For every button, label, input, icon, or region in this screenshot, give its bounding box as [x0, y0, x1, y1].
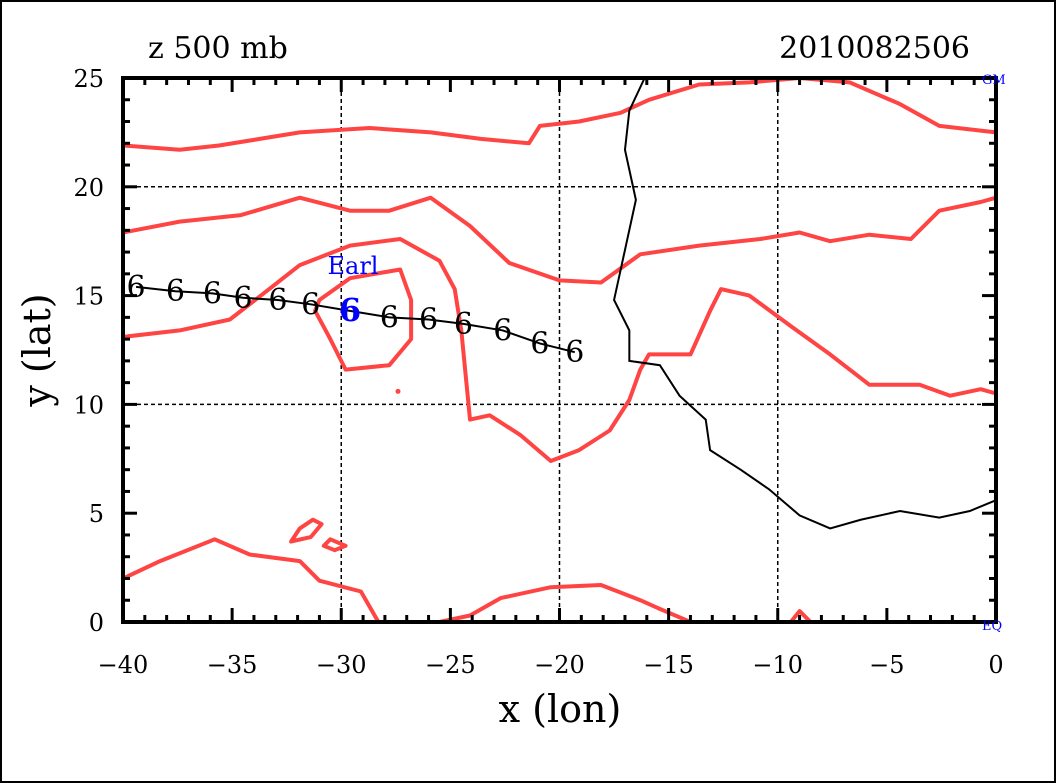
height-contours — [121, 76, 998, 624]
y-tick-label: 10 — [73, 391, 104, 419]
storm-track-marker: 6 — [301, 287, 320, 322]
x-tick-label: −5 — [869, 651, 904, 679]
x-tick-label: −40 — [98, 651, 149, 679]
storm-name-label: Earl — [327, 252, 378, 280]
grid-lines — [123, 78, 996, 622]
contour-2 — [121, 195, 998, 285]
contour-7 — [788, 609, 813, 624]
storm-track-marker: 6 — [565, 335, 584, 370]
contour-dot — [395, 388, 401, 394]
contour-3 — [121, 237, 998, 463]
storm-track-marker: 6 — [419, 303, 438, 338]
contour-6 — [437, 583, 693, 624]
axes: −40 −35 −30 −25 −20 −15 −10 −5 0 0 5 10 15 20 25 — [73, 65, 1003, 679]
storm-track-marker: 6 — [166, 274, 185, 309]
storm-track-marker: 6 — [203, 276, 222, 311]
title-right: 2010082506 — [779, 31, 970, 66]
coastline-path — [613, 77, 997, 530]
storm-track-marker: 6 — [380, 300, 399, 335]
y-tick-label: 5 — [89, 500, 104, 528]
x-tick-label: −35 — [207, 651, 258, 679]
x-tick-label: −15 — [643, 651, 694, 679]
track-line — [135, 285, 576, 354]
corner-label-gm: GM — [982, 73, 1006, 88]
coastline — [613, 77, 997, 530]
x-tick-label: −25 — [425, 651, 476, 679]
y-tick-label: 20 — [73, 174, 104, 202]
storm-track-marker: 6 — [268, 283, 287, 318]
storm-track-marker: 6 — [493, 313, 512, 348]
x-tick-label: −20 — [534, 651, 585, 679]
storm-track-marker: 6 — [530, 326, 549, 361]
y-axis-label: y (lat) — [15, 293, 59, 407]
y-tick-label: 15 — [73, 283, 104, 311]
contour-9 — [321, 537, 348, 553]
contour-4 — [313, 267, 414, 372]
x-tick-label: −10 — [752, 651, 803, 679]
y-tick-label: 0 — [89, 609, 104, 637]
contour-8 — [289, 517, 324, 544]
storm-track-marker: 6 — [233, 281, 252, 316]
contour-5 — [121, 537, 381, 624]
contour-1 — [121, 76, 998, 152]
corner-label-eq: EQ — [982, 619, 1002, 634]
x-axis-label: x (lon) — [499, 687, 622, 731]
x-tick-label: 0 — [988, 651, 1003, 679]
storm-track-marker: 6 — [454, 307, 473, 342]
x-tick-label: −30 — [316, 651, 367, 679]
y-tick-label: 25 — [73, 65, 104, 93]
title-left: z 500 mb — [148, 31, 288, 66]
storm-current-position-marker: 6 — [339, 291, 361, 329]
